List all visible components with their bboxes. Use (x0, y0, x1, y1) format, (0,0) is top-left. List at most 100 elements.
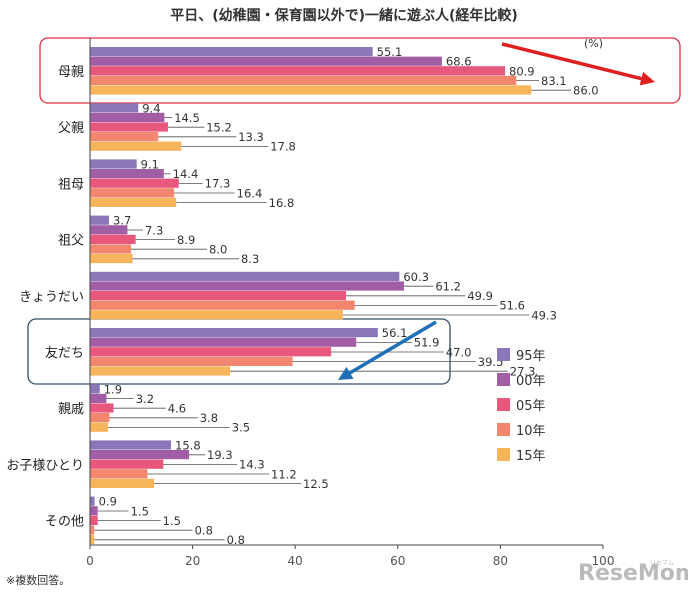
value-label: 11.2 (271, 467, 297, 481)
value-label: 4.6 (168, 402, 186, 416)
highlight-box-mother (39, 37, 681, 104)
category-label: 親戚 (58, 402, 84, 417)
footnote: ※複数回答。 (6, 573, 70, 587)
bar (90, 75, 517, 85)
bar (90, 159, 137, 169)
x-tick-label: 80 (493, 554, 508, 568)
bar (90, 384, 100, 394)
value-label: 7.3 (145, 223, 163, 237)
bar (90, 85, 532, 95)
legend-swatch (497, 398, 510, 411)
red-trend-arrow (501, 42, 655, 86)
bar (90, 337, 357, 347)
value-label: 3.8 (200, 411, 218, 425)
value-label: 83.1 (541, 74, 567, 88)
bar (90, 366, 231, 376)
value-label: 61.2 (435, 280, 461, 294)
value-label: 16.8 (269, 196, 295, 210)
watermark-logo: ReseMom (578, 561, 688, 586)
bar (90, 525, 95, 535)
bar (90, 254, 133, 264)
value-label: 3.5 (232, 421, 250, 435)
legend-swatch (497, 423, 510, 436)
x-tick-label: 60 (390, 554, 405, 568)
bar (90, 496, 95, 506)
blue-trend-arrow (338, 320, 437, 380)
bar (90, 413, 110, 423)
bar (90, 47, 373, 57)
legend-swatch (497, 373, 510, 386)
x-axis: 0 20 40 60 80 100 (86, 38, 614, 568)
category-label: その他 (45, 515, 84, 530)
value-label: 19.3 (207, 448, 233, 462)
value-label: 60.3 (403, 270, 429, 284)
bar (90, 515, 98, 525)
value-label: 51.6 (499, 299, 525, 313)
bar (90, 244, 132, 254)
bar (90, 141, 182, 151)
bar (90, 422, 108, 432)
bar (90, 281, 404, 291)
category-label: きょうだい (19, 290, 84, 305)
bar (90, 169, 164, 179)
x-tick-label: 20 (185, 554, 200, 568)
bar (90, 197, 177, 207)
bar (90, 440, 172, 450)
bar (90, 291, 346, 301)
legend-label: 95年 (516, 349, 546, 364)
value-label: 17.3 (205, 177, 231, 191)
bars-layer: 55.1 68.6 80.9 83.1 86.0 9.4 14.5 15.2 13.3 17.8 9… (90, 45, 599, 547)
value-label: 3.2 (136, 392, 154, 406)
bar (90, 300, 355, 310)
legend-label: 15年 (516, 449, 546, 464)
value-label: 51.9 (414, 336, 440, 350)
value-label: 56.1 (382, 326, 408, 340)
value-label: 47.0 (446, 345, 472, 359)
legend-label: 05年 (516, 399, 546, 414)
bar (90, 506, 98, 516)
value-label: 3.7 (113, 214, 131, 228)
value-label: 12.5 (303, 477, 329, 491)
bar (90, 234, 136, 244)
bar (90, 347, 332, 357)
bar (90, 450, 190, 460)
value-label: 14.3 (239, 458, 265, 472)
value-label: 16.4 (237, 186, 263, 200)
watermark-small-text: リセマム (650, 560, 674, 567)
value-label: 55.1 (377, 45, 403, 59)
bar (90, 132, 159, 142)
legend-swatch (497, 448, 510, 461)
value-label: 86.0 (573, 84, 599, 98)
category-label: 母親 (58, 65, 84, 80)
value-label: 1.9 (104, 382, 122, 396)
value-label: 49.3 (531, 308, 557, 322)
value-label: 17.8 (270, 140, 296, 154)
value-label: 68.6 (446, 55, 472, 69)
bar (90, 66, 506, 76)
bar (90, 178, 179, 188)
x-tick-label: 0 (86, 554, 94, 568)
value-label: 14.4 (173, 167, 199, 181)
bar (90, 122, 168, 132)
value-label: 0.9 (99, 495, 117, 509)
trend-arrows (338, 42, 655, 380)
value-label: 9.4 (142, 101, 160, 115)
bar (90, 328, 378, 338)
bar (90, 469, 148, 479)
legend-swatch (497, 348, 510, 361)
x-tick-label: 40 (288, 554, 303, 568)
value-label: 15.8 (175, 439, 201, 453)
legend: 95年 00年 05年 10年 15年 (497, 348, 546, 464)
chart-title: 平日、(幼稚園・保育園以外で)一緒に遊ぶ人(経年比較) (170, 7, 518, 24)
value-label: 0.8 (195, 524, 213, 538)
value-label: 27.3 (510, 365, 536, 379)
bar (90, 112, 165, 122)
bar (90, 535, 95, 545)
bar (90, 478, 155, 488)
value-label: 1.5 (163, 514, 181, 528)
unit-label: (%) (584, 37, 603, 50)
value-label: 9.1 (141, 158, 159, 172)
bar (90, 103, 139, 113)
value-label: 8.9 (177, 233, 195, 247)
